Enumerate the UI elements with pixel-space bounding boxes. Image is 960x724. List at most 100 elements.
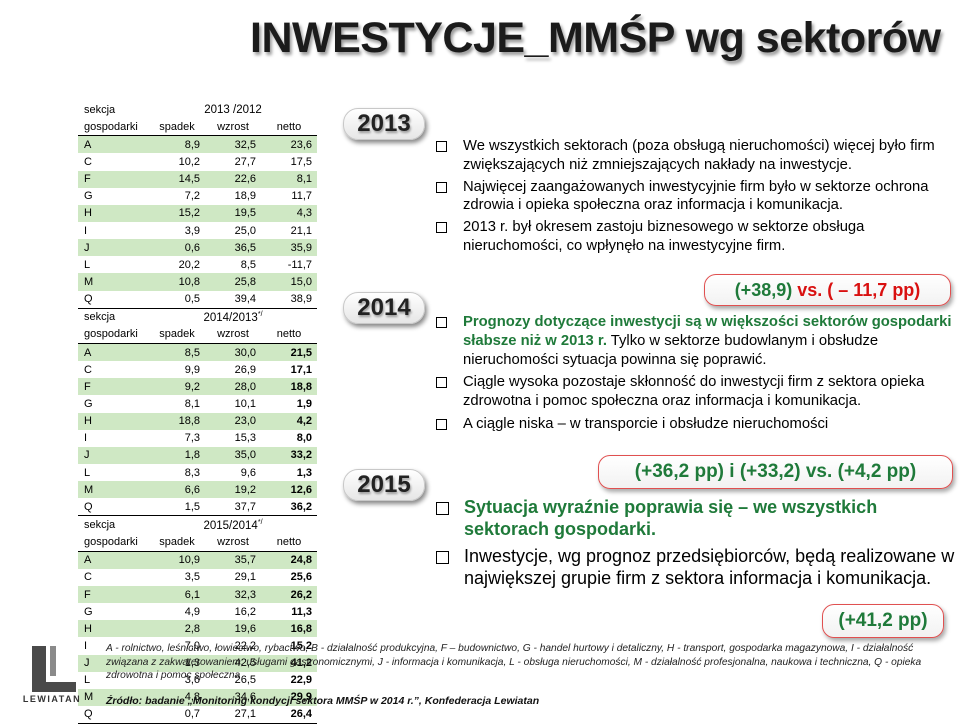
bullet-item: We wszystkich sektorach (poza obsługą ni… (436, 137, 956, 175)
netto-cell: 26,2 (261, 585, 317, 604)
spadek-cell: 14,5 (149, 170, 205, 188)
bullet-text: We wszystkich sektorach (poza obsługą ni… (463, 138, 935, 173)
bullet-lead: Prognozy dotyczące inwestycji są w więks… (463, 314, 952, 349)
sector-code: I (78, 221, 149, 240)
sector-label: gospodarki (78, 533, 149, 552)
netto-cell: 26,4 (261, 705, 317, 724)
bullets-2013: We wszystkich sektorach (poza obsługą ni… (436, 137, 956, 259)
bullet-text: A ciągle niska – w transporcie i obsłudz… (463, 415, 829, 432)
netto-cell: 12,6 (261, 481, 317, 499)
wzrost-cell: 27,7 (205, 153, 261, 171)
spadek-cell: 1,5 (149, 498, 205, 517)
table-header-row: sekcja 2013 /2012 (78, 101, 317, 119)
netto-cell: 15,0 (261, 273, 317, 291)
period-label: 2015/2014*/ (149, 515, 317, 534)
column-header: wzrost (205, 118, 261, 137)
checkbox-bullet-icon (436, 551, 449, 564)
wzrost-cell: 10,1 (205, 395, 261, 413)
table-row: Q 0,7 27,1 26,4 (78, 705, 317, 724)
sector-code: M (78, 688, 149, 706)
spadek-cell: 9,2 (149, 378, 205, 396)
highlight-positive: (+41,2 pp) (838, 610, 928, 631)
table-row: G 4,9 16,2 11,3 (78, 603, 317, 621)
highlight-2013: (+38,9) vs. ( – 11,7 pp) (704, 274, 951, 306)
sector-code: G (78, 603, 149, 621)
spadek-cell: 18,8 (149, 412, 205, 430)
netto-cell: 29,9 (261, 688, 317, 706)
sector-code: F (78, 170, 149, 188)
wzrost-cell: 8,5 (205, 256, 261, 274)
period-text: 2014/2013 (203, 311, 258, 324)
netto-cell: 21,5 (261, 343, 317, 362)
table-row: G 7,2 18,9 11,7 (78, 187, 317, 205)
table-row: C 9,9 26,9 17,1 (78, 361, 317, 379)
table-subheader-row: gospodarki spadek wzrost netto (78, 533, 317, 552)
spadek-cell: 2,8 (149, 620, 205, 638)
spadek-cell: 0,7 (149, 705, 205, 724)
sector-code: J (78, 239, 149, 257)
netto-cell: 33,2 (261, 446, 317, 464)
table-row: I 3,9 25,0 21,1 (78, 221, 317, 240)
table-row: J 0,6 36,5 35,9 (78, 239, 317, 257)
sector-code: L (78, 256, 149, 274)
netto-cell: 36,2 (261, 498, 317, 517)
netto-cell: 23,6 (261, 135, 317, 154)
table-row: L 20,2 8,5 -11,7 (78, 256, 317, 274)
logo-text: LEWIATAN (22, 694, 82, 704)
table-row: M 4,8 34,6 29,9 (78, 688, 317, 706)
wzrost-cell: 35,7 (205, 551, 261, 569)
sector-code: J (78, 654, 149, 672)
bullet-text: Inwestycje, wg prognoz przedsiębiorców, … (464, 546, 955, 588)
sector-code: I (78, 637, 149, 655)
lewiatan-logo-icon (32, 646, 76, 692)
spadek-cell: 10,8 (149, 273, 205, 291)
checkbox-bullet-icon (436, 418, 447, 430)
table-row: H 18,8 23,0 4,2 (78, 412, 317, 430)
wzrost-cell: 19,6 (205, 620, 261, 638)
wzrost-cell: 32,3 (205, 585, 261, 604)
spadek-cell: 3,5 (149, 568, 205, 586)
sector-label: sekcja (78, 308, 149, 326)
sector-code: H (78, 204, 149, 222)
checkbox-bullet-icon (436, 502, 449, 515)
table-row: L 8,3 9,6 1,3 (78, 463, 317, 482)
bullets-2014: Prognozy dotyczące inwestycji są w więks… (436, 313, 956, 438)
bullet-item: Inwestycje, wg prognoz przedsiębiorców, … (436, 545, 960, 589)
wzrost-cell: 23,0 (205, 412, 261, 430)
checkbox-bullet-icon (436, 181, 447, 193)
period-footnote: */ (257, 310, 263, 318)
netto-cell: 11,3 (261, 603, 317, 621)
highlight-positive: (+36,2 pp) i (+33,2) (634, 461, 801, 482)
sector-code: L (78, 463, 149, 482)
bullet-item: Najwięcej zaangażowanych inwestycyjnie f… (436, 178, 956, 216)
period-text: 2015/2014 (203, 519, 258, 532)
period-label: 2014/2013*/ (149, 308, 317, 326)
netto-cell: 21,1 (261, 221, 317, 240)
table-row: F 6,1 32,3 26,2 (78, 585, 317, 604)
bullet-item: Ciągle wysoka pozostaje skłonność do inw… (436, 373, 956, 411)
table-row: I 7,3 15,3 8,0 (78, 429, 317, 447)
sector-code: C (78, 153, 149, 171)
spadek-cell: 4,9 (149, 603, 205, 621)
netto-cell: 15,2 (261, 637, 317, 655)
period-label: 2013 /2012 (149, 101, 317, 119)
netto-cell: 24,8 (261, 551, 317, 569)
wzrost-cell: 19,2 (205, 481, 261, 499)
highlight-2014: (+36,2 pp) i (+33,2) vs. (+4,2 pp) (598, 455, 953, 489)
table-row: Q 1,5 37,7 36,2 (78, 498, 317, 517)
netto-cell: 41,2 (261, 654, 317, 672)
sector-code: A (78, 343, 149, 362)
table-row: I 7,0 22,2 15,2 (78, 637, 317, 655)
source-note: Źródło: badanie „Monitoring kondycji sek… (106, 695, 540, 707)
sector-label: sekcja (78, 515, 149, 534)
netto-cell: 35,9 (261, 239, 317, 257)
bullets-2015: Sytuacja wyraźnie poprawia się – we wszy… (436, 496, 960, 594)
table-subheader-row: gospodarki spadek wzrost netto (78, 118, 317, 137)
wzrost-cell: 27,1 (205, 705, 261, 724)
table-row: L 3,6 26,5 22,9 (78, 671, 317, 689)
sector-label: gospodarki (78, 118, 149, 137)
wzrost-cell: 35,0 (205, 446, 261, 464)
table-row: H 15,2 19,5 4,3 (78, 204, 317, 222)
bullet-item: Sytuacja wyraźnie poprawia się – we wszy… (436, 496, 960, 540)
sector-code: I (78, 429, 149, 447)
